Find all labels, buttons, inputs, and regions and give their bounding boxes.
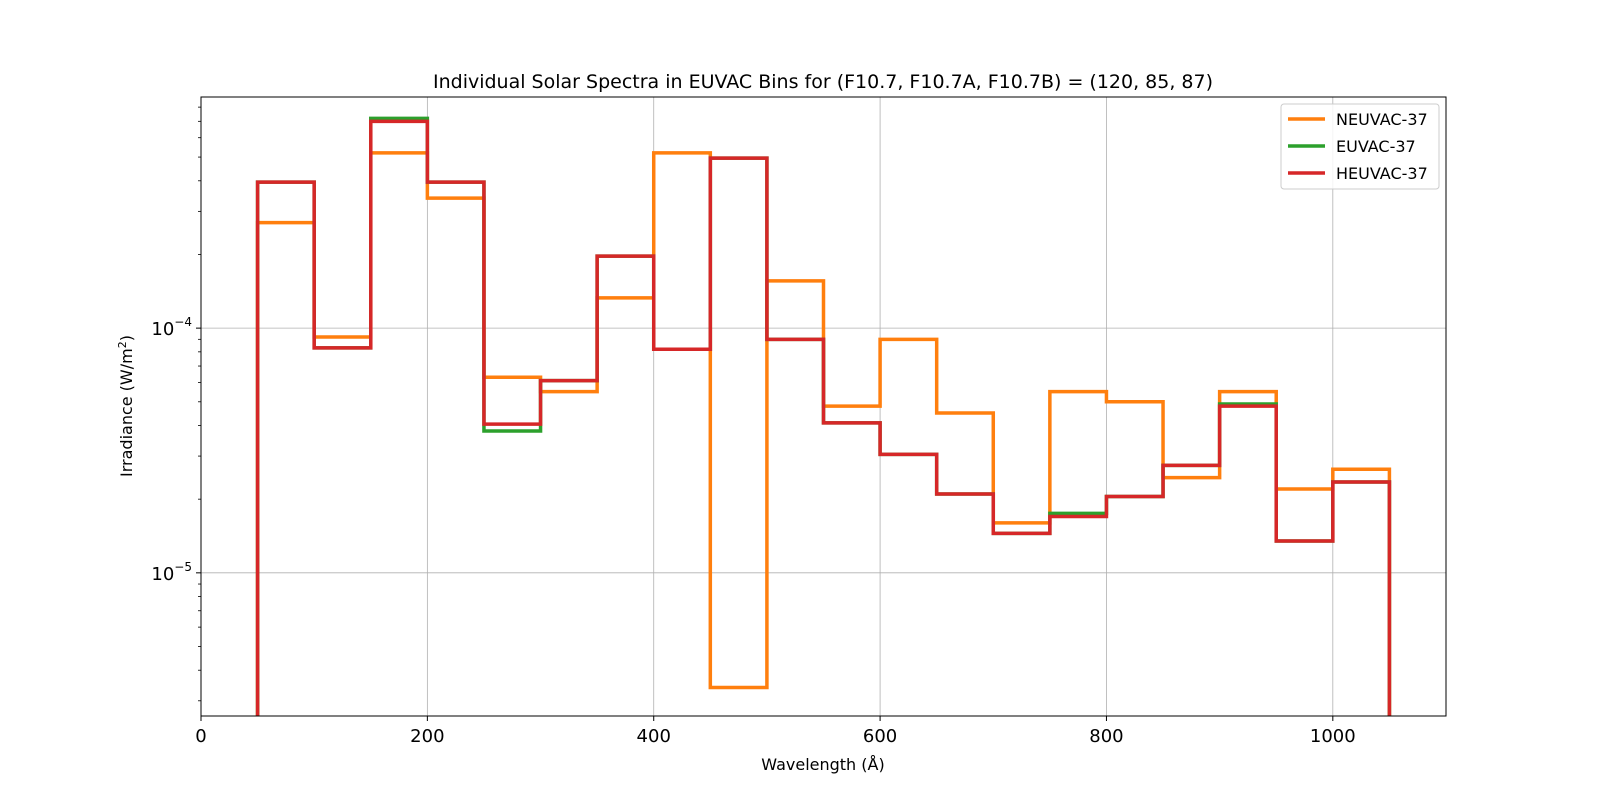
- series-line: [255, 119, 1392, 716]
- y-axis: 10−5 10−4: [151, 106, 201, 702]
- y-axis-label-end: ): [117, 335, 136, 341]
- legend-label-heuvac: HEUVAC-37: [1336, 164, 1428, 183]
- chart-title: Individual Solar Spectra in EUVAC Bins f…: [433, 71, 1213, 93]
- x-tick-label: 1000: [1310, 726, 1356, 747]
- x-tick-label: 400: [637, 726, 671, 747]
- y-axis-label: Irradiance (W/m2): [116, 335, 136, 477]
- plot-frame: [200, 96, 1447, 717]
- y-axis-label-main: Irradiance (W/m: [117, 348, 136, 477]
- legend-label-neuvac: NEUVAC-37: [1336, 110, 1428, 129]
- x-tick-label: 200: [410, 726, 444, 747]
- legend-frame: [1280, 103, 1440, 190]
- y-tick-label: 10−5: [151, 560, 192, 585]
- x-axis-label: Wavelength (Å): [761, 755, 884, 774]
- x-tick-label: 600: [863, 726, 897, 747]
- x-axis: 0 200 400 600 800 1000: [195, 716, 1356, 747]
- series-layer: [255, 116, 1392, 716]
- x-tick-label: 800: [1089, 726, 1123, 747]
- y-axis-label-sup: 2: [116, 341, 129, 348]
- legend: NEUVAC-37 EUVAC-37 HEUVAC-37: [1280, 103, 1440, 190]
- y-tick-label: 10−4: [151, 315, 192, 340]
- legend-label-euvac: EUVAC-37: [1336, 137, 1416, 156]
- series-heuvac-37: [255, 119, 1392, 716]
- x-tick-label: 0: [195, 726, 206, 747]
